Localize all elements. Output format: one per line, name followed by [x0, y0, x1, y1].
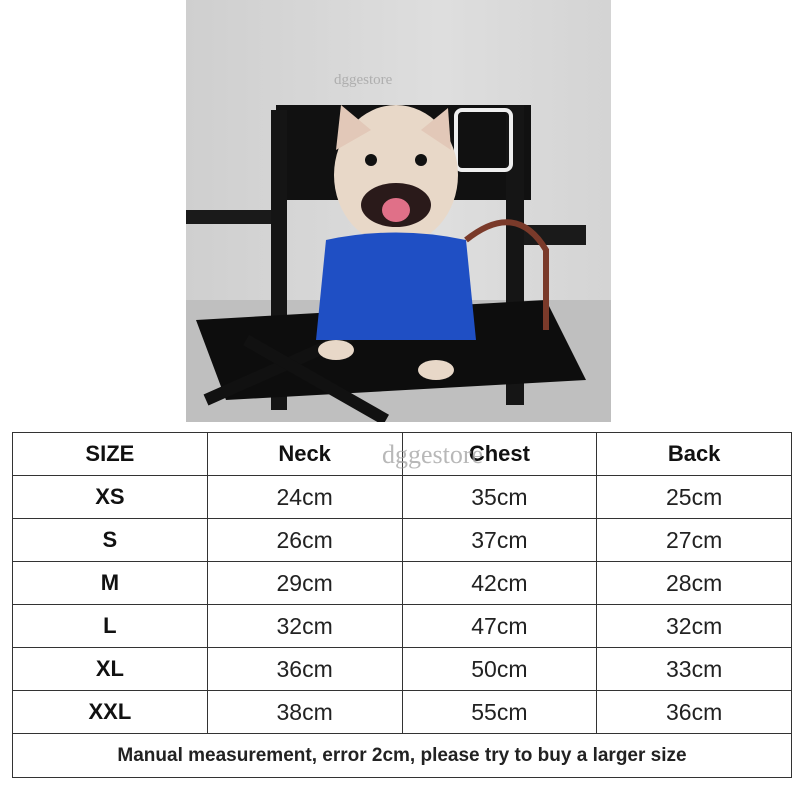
size-cell: M — [12, 561, 208, 605]
neck-cell: 32cm — [206, 604, 403, 648]
back-cell: 25cm — [596, 475, 792, 519]
measurement-note: Manual measurement, error 2cm, please tr… — [12, 733, 792, 778]
header-chest: Chest — [401, 432, 598, 476]
table-row: M 29cm 42cm 28cm — [12, 561, 792, 605]
chest-cell: 35cm — [401, 475, 598, 519]
size-cell: XL — [12, 647, 208, 691]
header-back: Back — [596, 432, 792, 476]
chest-cell: 42cm — [401, 561, 598, 605]
back-cell: 36cm — [596, 690, 792, 734]
back-cell: 27cm — [596, 518, 792, 562]
photo-watermark: dggestore — [334, 72, 393, 88]
table-row: L 32cm 47cm 32cm — [12, 604, 792, 648]
table-header-row: SIZE Neck Chest Back — [12, 432, 792, 476]
chest-cell: 50cm — [401, 647, 598, 691]
neck-cell: 29cm — [206, 561, 403, 605]
product-photo: dggestore — [186, 0, 611, 422]
neck-cell: 38cm — [206, 690, 403, 734]
header-neck: Neck — [206, 432, 403, 476]
chest-cell: 47cm — [401, 604, 598, 648]
size-cell: S — [12, 518, 208, 562]
chest-cell: 37cm — [401, 518, 598, 562]
dog-on-chair-illustration — [186, 105, 611, 422]
table-row: XL 36cm 50cm 33cm — [12, 647, 792, 691]
size-cell: L — [12, 604, 208, 648]
back-cell: 33cm — [596, 647, 792, 691]
table-note-row: Manual measurement, error 2cm, please tr… — [12, 733, 792, 778]
size-chart-table: SIZE Neck Chest Back XS 24cm 35cm 25cm S 26cm… — [12, 432, 792, 778]
size-cell: XS — [12, 475, 208, 519]
neck-cell: 24cm — [206, 475, 403, 519]
chest-cell: 55cm — [401, 690, 598, 734]
neck-cell: 36cm — [206, 647, 403, 691]
table-row: XXL 38cm 55cm 36cm — [12, 690, 792, 734]
table-row: XS 24cm 35cm 25cm — [12, 475, 792, 519]
size-cell: XXL — [12, 690, 208, 734]
back-cell: 32cm — [596, 604, 792, 648]
neck-cell: 26cm — [206, 518, 403, 562]
header-size: SIZE — [12, 432, 208, 476]
table-watermark: dggestore — [382, 440, 484, 469]
table-row: S 26cm 37cm 27cm — [12, 518, 792, 562]
back-cell: 28cm — [596, 561, 792, 605]
